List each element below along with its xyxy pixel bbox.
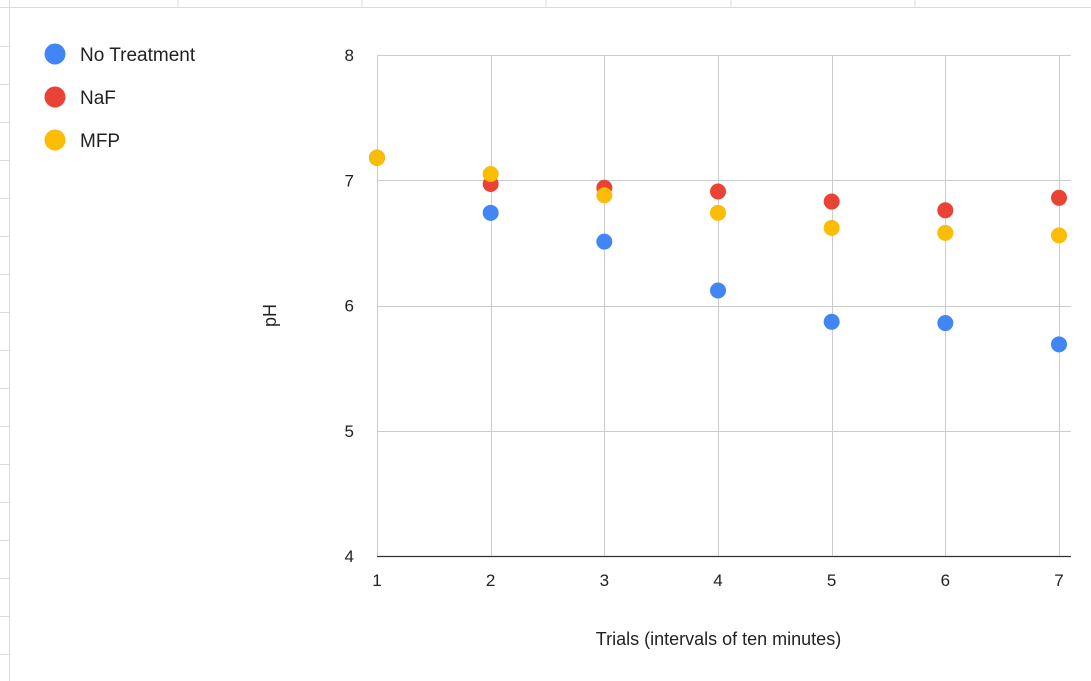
x-tick-label: 1 <box>372 571 381 590</box>
x-tick-label: 4 <box>713 571 722 590</box>
data-point-no-treatment <box>710 282 726 299</box>
data-point-naf <box>937 202 954 219</box>
data-point-no-treatment <box>937 315 954 332</box>
data-point-naf <box>710 183 726 200</box>
data-points <box>369 149 1067 353</box>
y-axis-ticks: 4 5 6 7 8 <box>345 46 354 566</box>
y-tick-label: 7 <box>345 171 354 190</box>
y-tick-label: 6 <box>345 297 354 316</box>
legend-label: MFP <box>80 131 120 152</box>
y-tick-label: 5 <box>345 422 354 441</box>
data-point-naf <box>823 193 840 210</box>
legend: No Treatment NaF MFP <box>44 43 196 152</box>
chart-gridlines <box>377 55 1071 558</box>
y-tick-label: 8 <box>345 46 354 65</box>
y-tick-label: 4 <box>345 547 354 566</box>
data-point-mfp <box>937 224 954 241</box>
legend-marker <box>44 129 66 151</box>
y-axis-title: pH <box>260 304 280 327</box>
data-point-no-treatment <box>482 204 499 221</box>
x-axis-title: Trials (intervals of ten minutes) <box>596 629 841 649</box>
data-point-no-treatment <box>1051 336 1067 353</box>
x-tick-label: 3 <box>600 571 609 590</box>
legend-marker <box>44 86 66 108</box>
legend-label: No Treatment <box>80 45 196 66</box>
data-point-mfp <box>710 204 726 221</box>
data-point-mfp <box>1051 227 1067 244</box>
x-axis-ticks: 1 2 3 4 5 6 7 <box>372 571 1063 590</box>
data-point-mfp <box>482 165 499 182</box>
data-point-no-treatment <box>596 233 613 250</box>
data-point-mfp <box>596 187 613 204</box>
data-point-naf <box>1051 189 1067 206</box>
x-tick-label: 2 <box>486 571 495 590</box>
data-point-no-treatment <box>823 313 840 330</box>
x-tick-label: 7 <box>1054 571 1063 590</box>
data-point-mfp <box>369 149 385 166</box>
legend-label: NaF <box>80 88 116 109</box>
x-tick-label: 5 <box>827 571 836 590</box>
legend-marker <box>44 43 66 65</box>
x-tick-label: 6 <box>941 571 950 590</box>
data-point-mfp <box>823 219 840 236</box>
